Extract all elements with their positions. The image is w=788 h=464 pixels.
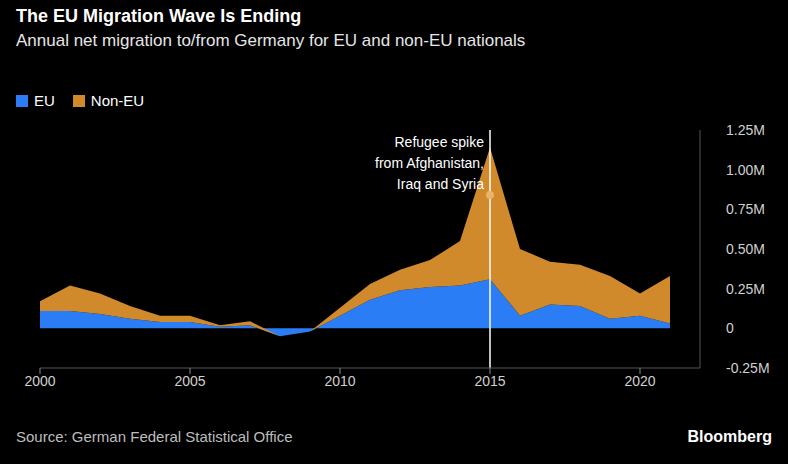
svg-text:-0.25M: -0.25M [726, 360, 770, 376]
html-text:EU: EU [34, 92, 55, 109]
svg-text:Refugee spikefrom Afghanistan,: Refugee spikefrom Afghanistan,Iraq and S… [375, 134, 484, 192]
svg-text:0.75M: 0.75M [726, 201, 765, 217]
svg-text:2015: 2015 [474, 373, 505, 389]
svg-text:2020: 2020 [624, 373, 655, 389]
svg-text:2005: 2005 [174, 373, 205, 389]
svg-text:2000: 2000 [24, 373, 55, 389]
svg-text:1.25M: 1.25M [726, 122, 765, 138]
html-text:Annual net migration to/from G: Annual net migration to/from Germany for… [16, 31, 526, 50]
svg-text:0: 0 [726, 320, 734, 336]
html-text:Non-EU: Non-EU [90, 92, 145, 109]
svg-text:2010: 2010 [324, 373, 355, 389]
svg-text:0.50M: 0.50M [726, 241, 765, 257]
svg-text:0.25M: 0.25M [726, 281, 765, 297]
svg-text:1.00M: 1.00M [726, 162, 765, 178]
html-text:The EU Migration Wave Is Endin: The EU Migration Wave Is Ending [16, 6, 302, 26]
html-text:Bloomberg: Bloomberg [687, 428, 772, 445]
html-text:Source: German Federal Statist: Source: German Federal Statistical Offic… [16, 428, 293, 445]
